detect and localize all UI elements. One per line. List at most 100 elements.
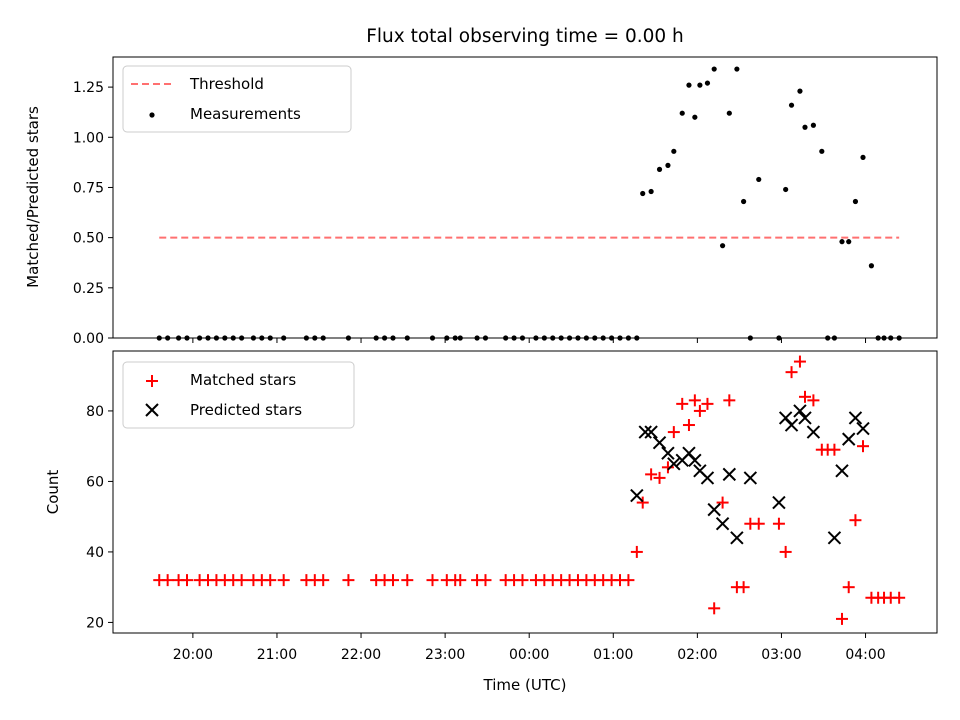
measurement-point (640, 190, 646, 197)
counts-plot-frame (112, 350, 938, 634)
ratio-plot-frame (112, 56, 938, 339)
matched-star-marker (779, 545, 792, 558)
matched-star-marker (828, 443, 841, 456)
predicted-star-marker (793, 404, 807, 418)
matched-star-marker (793, 355, 806, 368)
matched-star-marker (180, 574, 193, 587)
predicted-star-marker (638, 425, 652, 439)
measurement-point (719, 243, 726, 249)
counts-legend: Matched stars Predicted stars (122, 361, 355, 429)
matched-star-marker (645, 468, 658, 481)
predicted-star-marker (798, 411, 812, 425)
chart-title: Flux total observing time = 0.00 h (366, 26, 684, 47)
matched-star-marker (622, 574, 635, 587)
matched-stars-points (153, 355, 906, 625)
legend-predicted-label: Predicted stars (190, 401, 302, 419)
ratio-y-tick-label: 0.50 (73, 231, 104, 247)
x-tick-label: 02:00 (677, 647, 717, 663)
predicted-star-marker (835, 464, 849, 478)
matched-star-marker (386, 574, 399, 587)
predicted-star-marker (772, 495, 786, 510)
x-tick-label: 20:00 (173, 647, 213, 663)
ratio-y-axis-label: Matched/Predicted stars (24, 106, 42, 288)
counts-x-ticks: 20:00 21:00 22:00 23:00 00:00 01:00 02:00 03:00… (173, 633, 886, 663)
measurement-point (860, 154, 866, 160)
measurement-point (686, 82, 692, 88)
matched-star-marker (454, 574, 467, 587)
measurement-point (648, 188, 654, 195)
predicted-star-marker (630, 488, 644, 503)
measurement-point (756, 176, 762, 183)
measurement-point (819, 148, 825, 154)
matched-star-marker (317, 574, 330, 587)
predicted-star-marker (688, 453, 702, 467)
predicted-star-marker (806, 425, 821, 439)
predicted-star-marker (667, 457, 681, 471)
measurement-point (692, 114, 698, 120)
matched-star-marker (661, 461, 674, 474)
counts-y-tick-label: 60 (86, 474, 104, 490)
matched-star-marker (479, 574, 492, 587)
matched-star-marker (342, 574, 355, 587)
matched-star-marker (161, 574, 174, 587)
counts-legend-box (122, 361, 355, 429)
measurement-point (704, 80, 711, 86)
counts-y-axis-label: Count (44, 470, 62, 515)
matched-star-marker (516, 574, 529, 587)
x-tick-label: 22:00 (341, 647, 381, 663)
matched-star-marker (653, 471, 666, 484)
ratio-y-tick-label: 0.00 (73, 331, 104, 347)
x-tick-label: 01:00 (593, 647, 633, 663)
ratio-legend: Threshold Measurements (122, 65, 352, 133)
measurement-point (656, 166, 663, 172)
counts-panel: Count Time (UTC) 20 40 60 80 20:00 21:00 22:0… (44, 350, 938, 694)
predicted-star-marker (730, 531, 744, 545)
matched-star-marker (716, 496, 729, 509)
matched-star-marker (682, 419, 695, 432)
predicted-star-marker (722, 467, 737, 482)
measurement-point (788, 102, 795, 108)
measurement-point (797, 88, 803, 94)
predicted-star-marker (827, 531, 842, 545)
matched-star-marker (785, 366, 798, 379)
measurement-point (868, 263, 875, 269)
legend-predicted-swatch (145, 403, 159, 417)
predicted-star-marker (856, 421, 870, 436)
measurement-point (671, 148, 677, 154)
matched-star-marker (798, 390, 811, 403)
matched-star-marker (426, 574, 439, 587)
matched-star-marker (857, 440, 870, 453)
measurement-point (846, 239, 852, 245)
matched-star-marker (630, 545, 643, 558)
measurement-point (802, 124, 808, 130)
measurement-point (783, 186, 789, 193)
measurement-point (679, 110, 685, 116)
matched-star-marker (723, 394, 736, 407)
legend-threshold-label: Threshold (189, 75, 264, 93)
matched-star-marker (667, 426, 680, 439)
ratio-panel: Flux total observing time = 0.00 h Match… (24, 26, 938, 347)
matched-star-marker (752, 517, 765, 530)
measurement-point (726, 110, 732, 116)
matched-star-marker (835, 612, 848, 625)
matched-star-marker (277, 574, 290, 587)
counts-y-tick-label: 80 (86, 404, 104, 420)
matched-star-marker (772, 517, 785, 530)
counts-y-tick-label: 20 (86, 615, 104, 631)
matched-star-marker (264, 574, 277, 587)
matched-star-marker (807, 394, 820, 407)
x-tick-label: 21:00 (257, 647, 297, 663)
measurement-point (697, 82, 703, 88)
matched-star-marker (701, 397, 714, 410)
matched-star-marker (688, 394, 701, 407)
matched-star-marker (708, 602, 721, 615)
matched-star-marker (849, 514, 862, 527)
matched-star-marker (676, 397, 689, 410)
measurement-points (156, 66, 902, 341)
predicted-star-marker (842, 432, 856, 446)
ratio-y-tick-label: 0.25 (73, 281, 104, 297)
ratio-y-tick-label: 1.00 (73, 130, 104, 146)
predicted-star-marker (784, 418, 799, 432)
matched-star-marker (235, 574, 248, 587)
